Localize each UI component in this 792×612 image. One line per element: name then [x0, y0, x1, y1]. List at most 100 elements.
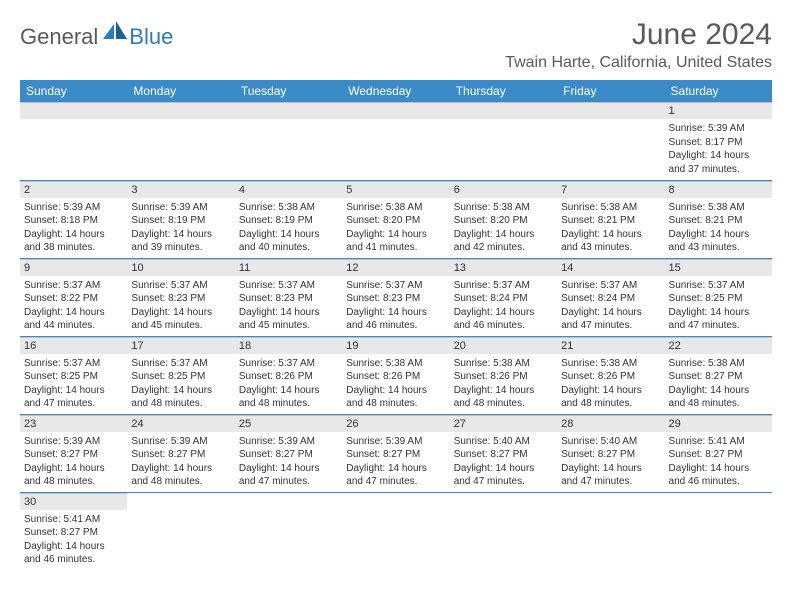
daylight-text: Daylight: 14 hours and 48 minutes. [454, 384, 553, 411]
day-number: 10 [127, 259, 234, 276]
day-content: Sunrise: 5:39 AMSunset: 8:18 PMDaylight:… [20, 198, 127, 258]
calendar-week-row: 30Sunrise: 5:41 AMSunset: 8:27 PMDayligh… [20, 492, 772, 570]
daylight-text: Daylight: 14 hours and 46 minutes. [669, 462, 768, 489]
day-content: Sunrise: 5:41 AMSunset: 8:27 PMDaylight:… [20, 510, 127, 570]
sunrise-text: Sunrise: 5:39 AM [24, 435, 123, 449]
daylight-text: Daylight: 14 hours and 47 minutes. [239, 462, 338, 489]
sunset-text: Sunset: 8:24 PM [454, 292, 553, 306]
calendar-day-cell [342, 102, 449, 180]
sunset-text: Sunset: 8:23 PM [239, 292, 338, 306]
day-content: Sunrise: 5:37 AMSunset: 8:24 PMDaylight:… [557, 276, 664, 336]
sunset-text: Sunset: 8:24 PM [561, 292, 660, 306]
sunset-text: Sunset: 8:25 PM [669, 292, 768, 306]
day-number: 8 [665, 181, 772, 198]
sunrise-text: Sunrise: 5:37 AM [131, 357, 230, 371]
sunset-text: Sunset: 8:23 PM [346, 292, 445, 306]
sunset-text: Sunset: 8:25 PM [24, 370, 123, 384]
daylight-text: Daylight: 14 hours and 48 minutes. [24, 462, 123, 489]
weekday-header: Monday [127, 80, 234, 102]
day-content: Sunrise: 5:39 AMSunset: 8:27 PMDaylight:… [20, 432, 127, 492]
daylight-text: Daylight: 14 hours and 40 minutes. [239, 228, 338, 255]
daylight-text: Daylight: 14 hours and 46 minutes. [346, 306, 445, 333]
sunrise-text: Sunrise: 5:38 AM [454, 201, 553, 215]
calendar-day-cell: 28Sunrise: 5:40 AMSunset: 8:27 PMDayligh… [557, 414, 664, 492]
calendar-day-cell: 22Sunrise: 5:38 AMSunset: 8:27 PMDayligh… [665, 336, 772, 414]
sunrise-text: Sunrise: 5:39 AM [669, 122, 768, 136]
day-content: Sunrise: 5:38 AMSunset: 8:26 PMDaylight:… [342, 354, 449, 414]
day-number: 26 [342, 415, 449, 432]
sunrise-text: Sunrise: 5:39 AM [239, 435, 338, 449]
sunrise-text: Sunrise: 5:37 AM [669, 279, 768, 293]
sunset-text: Sunset: 8:27 PM [454, 448, 553, 462]
sunset-text: Sunset: 8:23 PM [131, 292, 230, 306]
calendar-day-cell [235, 102, 342, 180]
calendar-day-cell: 9Sunrise: 5:37 AMSunset: 8:22 PMDaylight… [20, 258, 127, 336]
calendar-day-cell: 24Sunrise: 5:39 AMSunset: 8:27 PMDayligh… [127, 414, 234, 492]
day-content: Sunrise: 5:40 AMSunset: 8:27 PMDaylight:… [557, 432, 664, 492]
sunset-text: Sunset: 8:26 PM [561, 370, 660, 384]
daylight-text: Daylight: 14 hours and 42 minutes. [454, 228, 553, 255]
calendar-day-cell [557, 492, 664, 570]
daylight-text: Daylight: 14 hours and 47 minutes. [669, 306, 768, 333]
sunset-text: Sunset: 8:20 PM [346, 214, 445, 228]
day-number: 24 [127, 415, 234, 432]
sunset-text: Sunset: 8:27 PM [239, 448, 338, 462]
calendar-week-row: 9Sunrise: 5:37 AMSunset: 8:22 PMDaylight… [20, 258, 772, 336]
sunset-text: Sunset: 8:21 PM [561, 214, 660, 228]
sunrise-text: Sunrise: 5:40 AM [561, 435, 660, 449]
calendar-day-cell: 19Sunrise: 5:38 AMSunset: 8:26 PMDayligh… [342, 336, 449, 414]
day-content: Sunrise: 5:38 AMSunset: 8:21 PMDaylight:… [665, 198, 772, 258]
day-content: Sunrise: 5:37 AMSunset: 8:25 PMDaylight:… [127, 354, 234, 414]
calendar-day-cell [20, 102, 127, 180]
sunset-text: Sunset: 8:27 PM [346, 448, 445, 462]
sunset-text: Sunset: 8:21 PM [669, 214, 768, 228]
day-content: Sunrise: 5:39 AMSunset: 8:19 PMDaylight:… [127, 198, 234, 258]
day-content: Sunrise: 5:39 AMSunset: 8:27 PMDaylight:… [127, 432, 234, 492]
daylight-text: Daylight: 14 hours and 47 minutes. [24, 384, 123, 411]
sunrise-text: Sunrise: 5:37 AM [24, 357, 123, 371]
daylight-text: Daylight: 14 hours and 46 minutes. [24, 540, 123, 567]
calendar-day-cell: 21Sunrise: 5:38 AMSunset: 8:26 PMDayligh… [557, 336, 664, 414]
weekday-header: Thursday [450, 80, 557, 102]
empty-day-header [20, 102, 127, 119]
calendar-day-cell: 29Sunrise: 5:41 AMSunset: 8:27 PMDayligh… [665, 414, 772, 492]
sunrise-text: Sunrise: 5:40 AM [454, 435, 553, 449]
day-number: 28 [557, 415, 664, 432]
day-number: 19 [342, 337, 449, 354]
day-content: Sunrise: 5:39 AMSunset: 8:27 PMDaylight:… [235, 432, 342, 492]
sunset-text: Sunset: 8:26 PM [239, 370, 338, 384]
calendar-day-cell: 18Sunrise: 5:37 AMSunset: 8:26 PMDayligh… [235, 336, 342, 414]
sunrise-text: Sunrise: 5:38 AM [669, 201, 768, 215]
calendar-day-cell [665, 492, 772, 570]
calendar-day-cell: 13Sunrise: 5:37 AMSunset: 8:24 PMDayligh… [450, 258, 557, 336]
calendar-week-row: 1Sunrise: 5:39 AMSunset: 8:17 PMDaylight… [20, 102, 772, 180]
calendar-day-cell: 2Sunrise: 5:39 AMSunset: 8:18 PMDaylight… [20, 180, 127, 258]
sunset-text: Sunset: 8:18 PM [24, 214, 123, 228]
day-content: Sunrise: 5:38 AMSunset: 8:21 PMDaylight:… [557, 198, 664, 258]
calendar-week-row: 23Sunrise: 5:39 AMSunset: 8:27 PMDayligh… [20, 414, 772, 492]
day-number: 20 [450, 337, 557, 354]
day-content: Sunrise: 5:38 AMSunset: 8:26 PMDaylight:… [557, 354, 664, 414]
sunset-text: Sunset: 8:22 PM [24, 292, 123, 306]
calendar-day-cell: 23Sunrise: 5:39 AMSunset: 8:27 PMDayligh… [20, 414, 127, 492]
weekday-header: Wednesday [342, 80, 449, 102]
day-number: 14 [557, 259, 664, 276]
sunset-text: Sunset: 8:27 PM [669, 370, 768, 384]
sunset-text: Sunset: 8:26 PM [346, 370, 445, 384]
sunrise-text: Sunrise: 5:37 AM [239, 279, 338, 293]
daylight-text: Daylight: 14 hours and 45 minutes. [131, 306, 230, 333]
weekday-header-row: Sunday Monday Tuesday Wednesday Thursday… [20, 80, 772, 102]
header: General Blue June 2024 Twain Harte, Cali… [20, 18, 772, 72]
sunset-text: Sunset: 8:20 PM [454, 214, 553, 228]
day-number: 11 [235, 259, 342, 276]
calendar-day-cell [450, 492, 557, 570]
sunrise-text: Sunrise: 5:39 AM [131, 201, 230, 215]
calendar-day-cell [127, 492, 234, 570]
sunrise-text: Sunrise: 5:38 AM [669, 357, 768, 371]
day-number: 5 [342, 181, 449, 198]
calendar-day-cell: 7Sunrise: 5:38 AMSunset: 8:21 PMDaylight… [557, 180, 664, 258]
calendar-day-cell: 20Sunrise: 5:38 AMSunset: 8:26 PMDayligh… [450, 336, 557, 414]
calendar-day-cell: 4Sunrise: 5:38 AMSunset: 8:19 PMDaylight… [235, 180, 342, 258]
calendar-day-cell: 12Sunrise: 5:37 AMSunset: 8:23 PMDayligh… [342, 258, 449, 336]
sunrise-text: Sunrise: 5:37 AM [239, 357, 338, 371]
